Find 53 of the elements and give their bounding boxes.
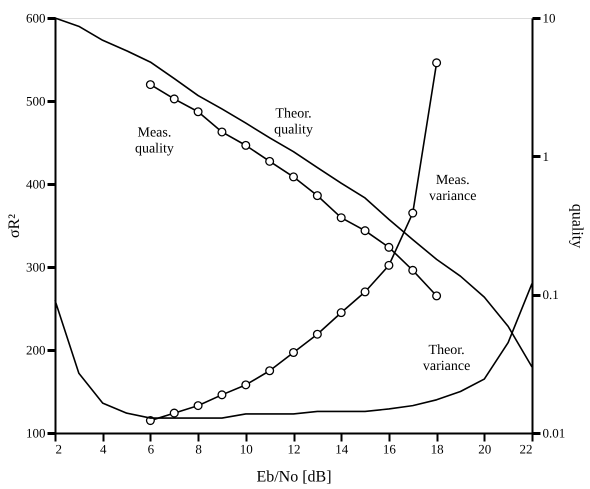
point (288, 172, 298, 182)
point (146, 80, 155, 90)
point (408, 266, 418, 275)
point (408, 208, 418, 218)
x-tick-label: 4 (100, 442, 107, 456)
point (170, 94, 179, 104)
point (265, 156, 274, 166)
x-axis-title: Eb/No [dB] (256, 468, 332, 486)
y-tick-label: 300 (26, 260, 46, 274)
point (170, 408, 179, 418)
point (360, 226, 370, 236)
x-tick-label: 12 (288, 442, 300, 456)
x-tick-label: 22 (520, 442, 532, 456)
x-tick-label: 8 (195, 442, 202, 456)
point (241, 380, 250, 390)
point (288, 348, 298, 358)
point (265, 366, 274, 376)
point (336, 308, 346, 318)
point (194, 107, 203, 116)
point (217, 127, 226, 136)
point (432, 58, 442, 68)
point (312, 191, 322, 200)
point (241, 140, 250, 150)
y-tick-label: 100 (26, 426, 46, 440)
y-tick-label: 400 (26, 176, 46, 192)
point (336, 213, 346, 222)
point (217, 390, 226, 400)
series-label: Meas. variance (429, 173, 476, 204)
point (432, 291, 442, 300)
x-tick-label: 6 (148, 442, 155, 456)
y-axis-title: σR² (6, 214, 23, 238)
point (312, 330, 322, 339)
y-tick-label: 500 (26, 94, 46, 108)
point (384, 242, 394, 252)
y-tick-label: 200 (26, 342, 46, 358)
x-tick-label: 20 (478, 442, 492, 456)
y2-tick-label: 0.1 (542, 287, 559, 302)
x-tick-label: 16 (382, 442, 396, 456)
series-label: Theor. quality (274, 106, 313, 138)
x-tick-label: 18 (430, 442, 444, 456)
y2-tick-label: 10 (542, 10, 556, 26)
y2-tick-label: 1 (542, 148, 549, 164)
point (384, 260, 394, 270)
series-label: Meas. quality (134, 126, 174, 157)
y2-tick-label: 0.01 (542, 426, 566, 440)
point (194, 401, 203, 410)
x-tick-label: 2 (56, 442, 62, 456)
series-label: Theor. variance (422, 342, 470, 374)
y2-axis-title: quality (568, 204, 586, 248)
x-tick-label: 14 (335, 442, 349, 456)
point (360, 287, 370, 296)
x-tick-label: 10 (240, 442, 253, 456)
y-tick-label: 600 (26, 10, 46, 26)
